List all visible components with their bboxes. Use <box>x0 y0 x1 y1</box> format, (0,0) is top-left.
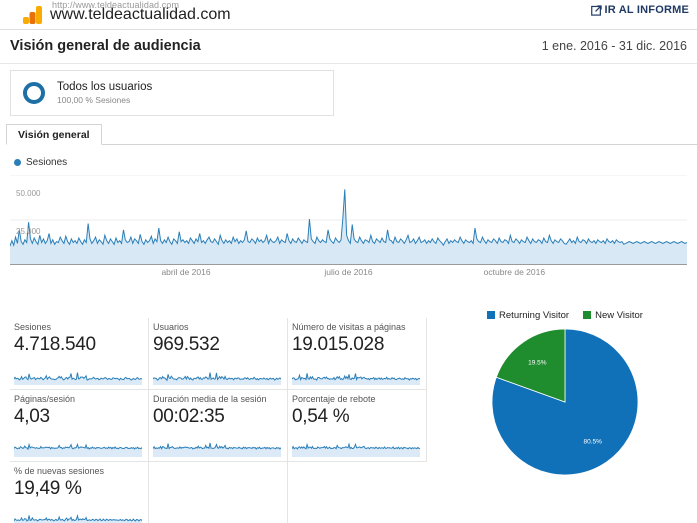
metric-value: 969.532 <box>153 334 220 355</box>
segment-area: Todos los usuarios 100,00 % Sesiones <box>0 64 697 116</box>
metric-label: Sesiones <box>14 322 52 332</box>
chart-svg <box>10 174 687 265</box>
x-axis-label: abril de 2016 <box>161 267 211 277</box>
pie-chart[interactable]: 80.5% 19.5% <box>440 327 690 477</box>
donut-icon <box>23 82 45 104</box>
metric-usuarios[interactable]: Usuarios 969.532 <box>149 318 288 390</box>
visitor-type-pie-panel: Returning Visitor New Visitor 80.5% 19.5% <box>440 310 690 485</box>
metric-paginas-sesion[interactable]: Páginas/sesión 4,03 <box>10 390 149 462</box>
pageviews-sparkline-icon <box>292 365 420 385</box>
new-sessions-sparkline-icon <box>14 509 142 523</box>
metric-empty-1 <box>149 462 288 523</box>
segment-percentage: 100,00 % Sesiones <box>57 95 131 106</box>
pie-legend-label-returning: Returning Visitor <box>499 310 570 321</box>
legend-swatch-returning <box>487 311 496 319</box>
segment-text: Todos los usuarios 100,00 % Sesiones <box>57 80 152 106</box>
x-axis-label: octubre de 2016 <box>483 267 546 277</box>
pie-legend-returning[interactable]: Returning Visitor <box>487 310 569 321</box>
metric-nuevas-sesiones[interactable]: % de nuevas sesiones 19,49 % <box>10 462 149 523</box>
top-bar: http://www.teldeactualidad.com www.telde… <box>0 0 697 30</box>
tab-overview-label: Visión general <box>18 128 90 141</box>
segment-name: Todos los usuarios <box>57 81 153 93</box>
tab-strip: Visión general <box>6 124 697 145</box>
goto-report-link[interactable]: IR AL INFORME <box>590 4 690 16</box>
metric-visitas-paginas[interactable]: Número de visitas a páginas 19.015.028 <box>288 318 427 390</box>
pie-slice-label: 19.5% <box>528 360 547 367</box>
y-axis-label-top: 50.000 <box>16 189 41 198</box>
bounce-rate-sparkline-icon <box>292 437 420 457</box>
legend-swatch-new <box>583 311 592 319</box>
google-analytics-logo-icon <box>23 6 42 24</box>
sessions-chart: Sesiones 50.000 25.000 abril de 2016 juli… <box>10 157 687 285</box>
metric-label: Número de visitas a páginas <box>292 322 406 332</box>
pie-slice-label: 80.5% <box>583 438 602 445</box>
metric-value: 0,54 % <box>292 406 350 427</box>
segment-all-users[interactable]: Todos los usuarios 100,00 % Sesiones <box>10 70 334 116</box>
metric-label: Duración media de la sesión <box>153 394 267 404</box>
chart-plot-area[interactable]: 50.000 25.000 <box>10 174 687 265</box>
pie-slice[interactable] <box>495 328 566 403</box>
x-axis-labels: abril de 2016 julio de 2016 octubre de 201… <box>10 267 687 281</box>
metric-value: 4.718.540 <box>14 334 96 355</box>
metric-value: 00:02:35 <box>153 406 225 427</box>
external-link-icon <box>590 4 602 16</box>
avg-duration-sparkline-icon <box>153 437 281 457</box>
legend-dot-sesiones <box>14 159 21 166</box>
title-row: Visión general de audiencia 1 ene. 2016 … <box>0 30 697 64</box>
metric-label: % de nuevas sesiones <box>14 466 105 476</box>
metric-value: 19,49 % <box>14 478 82 499</box>
users-sparkline-icon <box>153 365 281 385</box>
metric-sesiones[interactable]: Sesiones 4.718.540 <box>10 318 149 390</box>
page-title: Visión general de audiencia <box>10 38 201 54</box>
x-axis-label: julio de 2016 <box>324 267 373 277</box>
tab-overview[interactable]: Visión general <box>6 124 102 145</box>
pie-legend-new[interactable]: New Visitor <box>583 310 643 321</box>
metric-label: Porcentaje de rebote <box>292 394 376 404</box>
site-url-small: http://www.teldeactualidad.com <box>52 0 180 10</box>
pie-svg: 80.5% 19.5% <box>491 328 639 476</box>
metric-row-3: % de nuevas sesiones 19,49 % <box>10 462 428 523</box>
metrics-grid: Sesiones 4.718.540 Usuarios 969.532 Núme… <box>10 318 428 523</box>
metric-value: 4,03 <box>14 406 50 427</box>
metric-porcentaje-rebote[interactable]: Porcentaje de rebote 0,54 % <box>288 390 427 462</box>
pie-legend[interactable]: Returning Visitor New Visitor <box>440 310 690 321</box>
pie-legend-label-new: New Visitor <box>595 310 643 321</box>
metric-duracion-media[interactable]: Duración media de la sesión 00:02:35 <box>149 390 288 462</box>
metric-row-1: Sesiones 4.718.540 Usuarios 969.532 Núme… <box>10 318 428 390</box>
sessions-sparkline-icon <box>14 365 142 385</box>
metric-label: Páginas/sesión <box>14 394 76 404</box>
legend-label-sesiones: Sesiones <box>26 157 68 168</box>
site-url: www.teldeactualidad.com <box>50 6 231 23</box>
date-range-label[interactable]: 1 ene. 2016 - 31 dic. 2016 <box>541 39 687 53</box>
pages-per-session-sparkline-icon <box>14 437 142 457</box>
metric-label: Usuarios <box>153 322 189 332</box>
metric-row-2: Páginas/sesión 4,03 Duración media de la… <box>10 390 428 462</box>
chart-legend[interactable]: Sesiones <box>14 157 67 168</box>
metric-value: 19.015.028 <box>292 334 385 355</box>
y-axis-label-mid: 25.000 <box>16 227 41 236</box>
metric-empty-2 <box>288 462 427 523</box>
goto-report-label: IR AL INFORME <box>604 4 689 16</box>
